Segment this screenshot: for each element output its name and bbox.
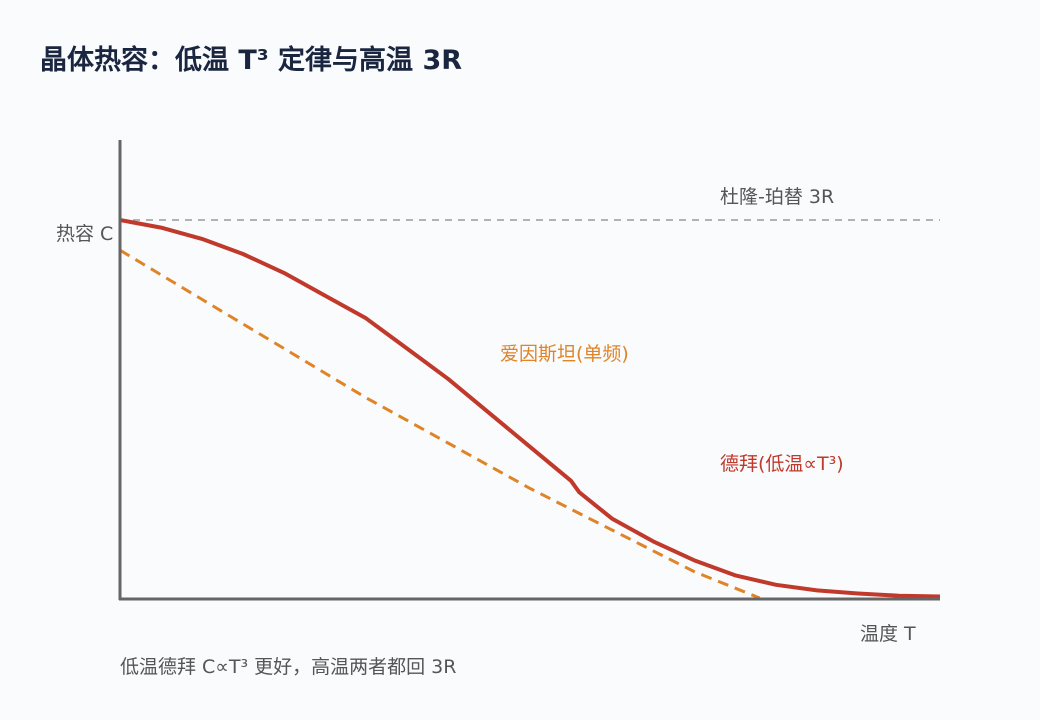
debye-curve: [119, 218, 941, 599]
page-title: 晶体热容：低温 T³ 定律与高温 3R: [40, 45, 463, 76]
x-axis-label: 温度 T: [860, 623, 916, 645]
einstein-series-label: 爱因斯坦(单频): [500, 343, 629, 365]
reference-label: 杜隆-珀替 3R: [720, 186, 834, 208]
y-axis-label: 热容 C: [56, 223, 113, 245]
axis-layer: [118, 140, 940, 601]
series-layer: [119, 218, 941, 600]
debye-series-label: 德拜(低温∝T³): [720, 453, 844, 475]
einstein-curve: [119, 248, 761, 600]
caption: 低温德拜 C∝T³ 更好，高温两者都回 3R: [120, 656, 457, 678]
